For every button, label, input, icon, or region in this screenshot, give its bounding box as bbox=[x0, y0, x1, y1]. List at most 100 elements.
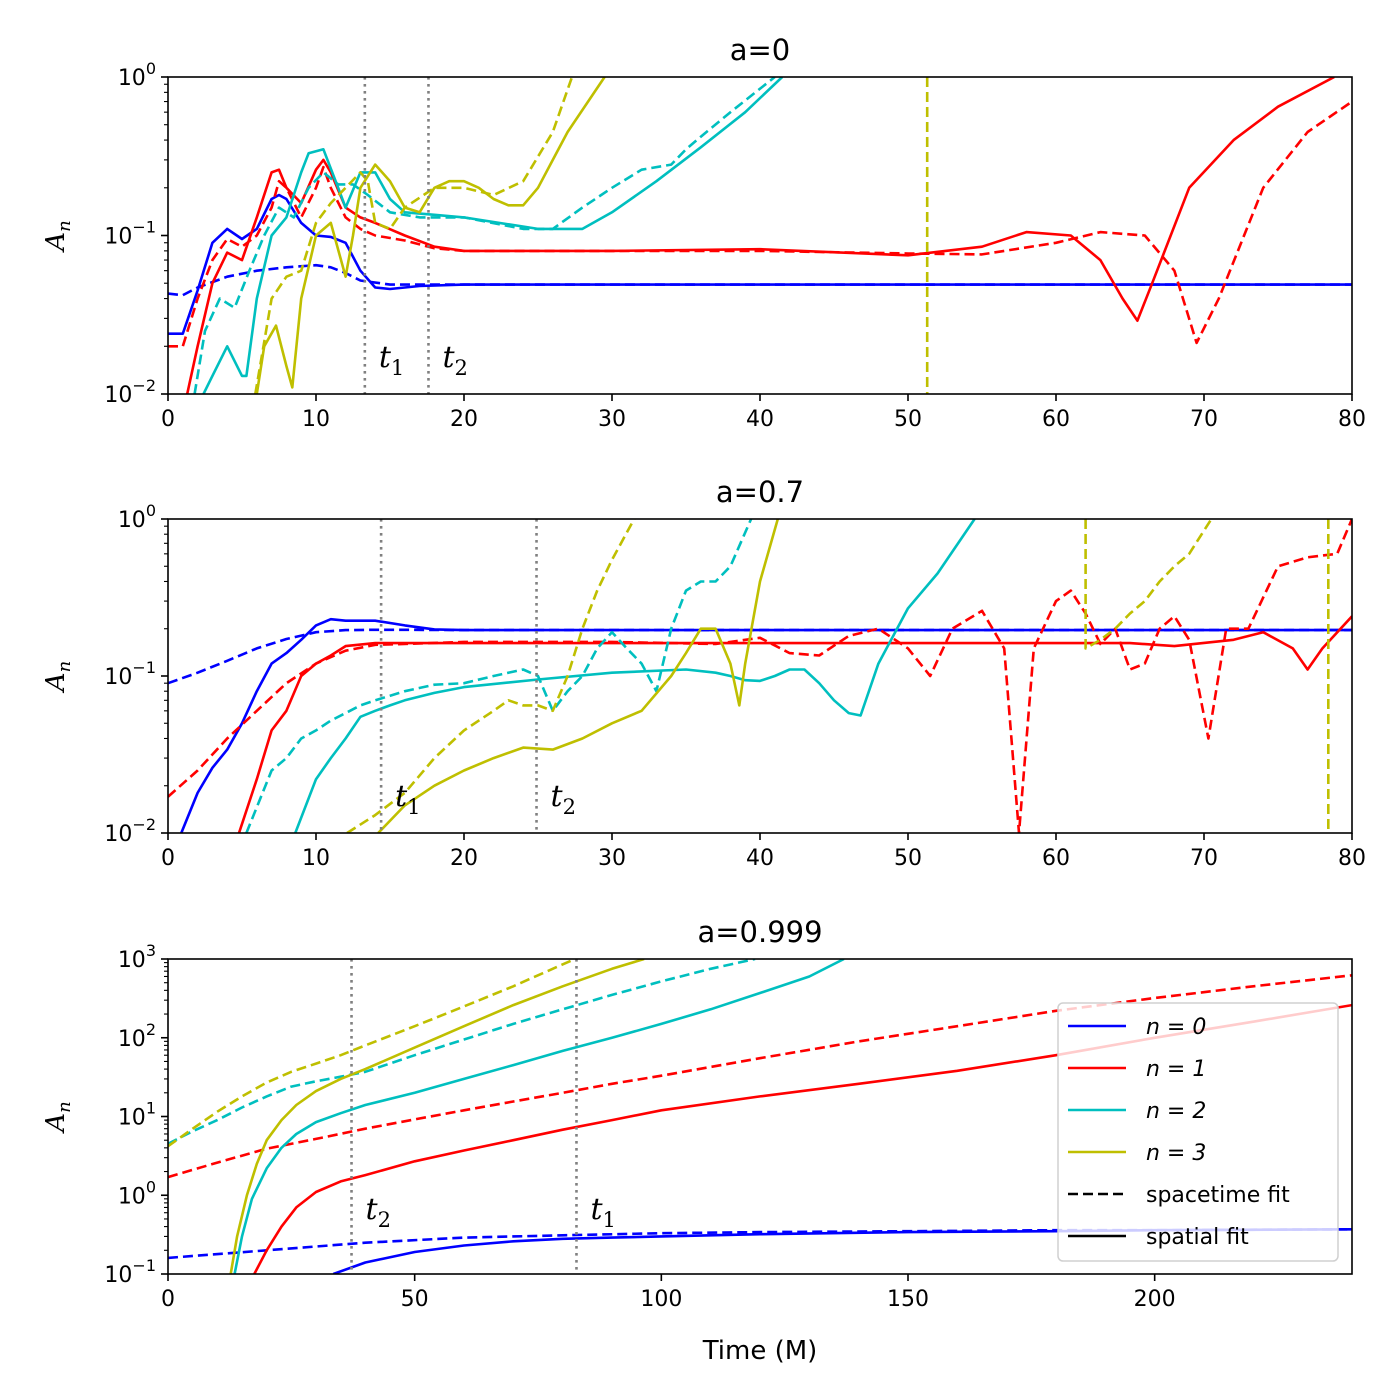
x-tick-label: 70 bbox=[1190, 846, 1218, 871]
legend-box bbox=[1057, 1002, 1339, 1262]
marker-label-main: t bbox=[366, 1192, 379, 1227]
x-tick-label: 40 bbox=[746, 407, 774, 432]
plot-area bbox=[168, 519, 1352, 833]
series-line-n2-spacetime bbox=[168, 959, 756, 1145]
plot-area bbox=[168, 77, 1352, 394]
y-tick-exponent: 2 bbox=[146, 1020, 156, 1039]
x-tick-label: 200 bbox=[1134, 1287, 1176, 1312]
x-tick-label: 50 bbox=[894, 407, 922, 432]
marker-label-t1: t1 bbox=[590, 1192, 615, 1232]
y-axis-label-sub: n bbox=[54, 661, 75, 673]
marker-label-t2: t2 bbox=[442, 340, 467, 380]
x-tick-label: 0 bbox=[161, 1287, 175, 1312]
y-tick-base: 10 bbox=[104, 1263, 132, 1288]
series-line-n2-spacetime bbox=[193, 77, 776, 394]
y-axis-label: An bbox=[41, 661, 75, 693]
marker-label-main: t bbox=[379, 340, 392, 375]
x-tick-label: 100 bbox=[640, 1287, 682, 1312]
series-line-n3-spacetime bbox=[1084, 519, 1213, 650]
series-line-n1-spacetime bbox=[168, 519, 1352, 833]
marker-label-t1: t1 bbox=[395, 779, 420, 819]
x-tick-label: 30 bbox=[598, 407, 626, 432]
series-line-n2-spatial bbox=[202, 77, 784, 394]
y-tick-base: 10 bbox=[118, 508, 146, 533]
y-tick-base: 10 bbox=[118, 1027, 146, 1052]
panel-title: a=0.7 bbox=[716, 475, 804, 509]
y-axis-label: An bbox=[41, 220, 75, 252]
y-axis-label-main: A bbox=[41, 232, 71, 253]
marker-label-main: t bbox=[442, 340, 455, 375]
y-tick-label: 10−1 bbox=[104, 1256, 156, 1288]
legend: n = 0 n = 1 n = 2 n = 3 spacetime fit spatial… bbox=[1057, 1002, 1339, 1262]
legend-label: spacetime fit bbox=[1146, 1183, 1290, 1208]
x-tick-label: 20 bbox=[450, 407, 478, 432]
y-tick-label: 10−1 bbox=[104, 658, 156, 690]
series-line-n3-spacetime bbox=[254, 77, 574, 394]
series-line-n3-spatial bbox=[377, 519, 780, 833]
x-tick-label: 0 bbox=[161, 407, 175, 432]
panel-title: a=0.999 bbox=[697, 915, 822, 949]
series-line-n2-spacetime bbox=[245, 519, 753, 833]
x-tick-label: 50 bbox=[894, 846, 922, 871]
series-line-n0-spatial bbox=[332, 1228, 1352, 1274]
y-tick-label: 100 bbox=[118, 59, 156, 91]
series-line-n1-spatial bbox=[253, 1003, 1352, 1274]
y-tick-exponent: −1 bbox=[132, 658, 156, 677]
legend-label: n = 1 bbox=[1146, 1057, 1206, 1082]
y-tick-base: 10 bbox=[104, 225, 132, 250]
y-axis-label: An bbox=[41, 1101, 75, 1133]
y-tick-exponent: −1 bbox=[132, 1256, 156, 1275]
y-tick-label: 10−1 bbox=[104, 218, 156, 250]
x-tick-label: 60 bbox=[1042, 407, 1070, 432]
legend-label: n = 3 bbox=[1146, 1141, 1206, 1166]
y-tick-base: 10 bbox=[118, 1184, 146, 1209]
x-tick-label: 10 bbox=[302, 846, 330, 871]
y-tick-exponent: 0 bbox=[146, 501, 156, 520]
series-line-n0-spatial bbox=[168, 193, 1352, 335]
x-tick-label: 70 bbox=[1190, 407, 1218, 432]
series-line-n3-spacetime bbox=[168, 959, 576, 1148]
y-tick-label: 102 bbox=[118, 1020, 156, 1052]
marker-label-t1: t1 bbox=[379, 340, 404, 380]
x-tick-label: 10 bbox=[302, 407, 330, 432]
series-line-n1-spatial bbox=[185, 77, 1335, 394]
marker-label-main: t bbox=[551, 779, 564, 814]
y-tick-base: 10 bbox=[118, 1106, 146, 1131]
y-tick-label: 10−2 bbox=[104, 815, 156, 847]
marker-label-sub: 2 bbox=[378, 1208, 391, 1232]
marker-label-sub: 1 bbox=[603, 1208, 616, 1232]
y-tick-label: 101 bbox=[118, 1099, 156, 1131]
y-tick-label: 103 bbox=[118, 941, 156, 973]
y-tick-exponent: 0 bbox=[146, 1177, 156, 1196]
y-tick-exponent: −1 bbox=[132, 218, 156, 237]
series-line-n2-spatial bbox=[294, 519, 976, 833]
x-tick-label: 0 bbox=[161, 846, 175, 871]
panel-title: a=0 bbox=[730, 33, 791, 67]
x-tick-label: 30 bbox=[598, 846, 626, 871]
y-axis-label-main: A bbox=[41, 672, 71, 693]
marker-label-t2: t2 bbox=[366, 1192, 391, 1232]
panel-a0999: a=0.999 t2 t10 50 100 150 20010−1100101102103… bbox=[41, 915, 1353, 1312]
x-tick-label: 40 bbox=[746, 846, 774, 871]
series-line-n3-spatial bbox=[255, 77, 606, 394]
y-tick-exponent: −2 bbox=[132, 376, 156, 395]
y-tick-base: 10 bbox=[104, 822, 132, 847]
x-tick-label: 20 bbox=[450, 846, 478, 871]
legend-label: spatial fit bbox=[1146, 1225, 1249, 1250]
x-tick-label: 50 bbox=[401, 1287, 429, 1312]
y-tick-label: 100 bbox=[118, 1177, 156, 1209]
y-axis-label-sub: n bbox=[54, 220, 75, 232]
marker-label-sub: 1 bbox=[391, 356, 404, 380]
marker-label-sub: 2 bbox=[455, 356, 468, 380]
marker-label-t2: t2 bbox=[551, 779, 576, 819]
y-tick-exponent: 1 bbox=[146, 1099, 156, 1118]
x-tick-label: 80 bbox=[1338, 846, 1366, 871]
series-line-n1-spatial bbox=[237, 615, 1352, 833]
y-tick-exponent: 3 bbox=[146, 941, 156, 960]
x-axis-label: Time (M) bbox=[702, 1336, 818, 1366]
series-line-n3-spacetime bbox=[346, 519, 636, 833]
x-tick-label: 80 bbox=[1338, 407, 1366, 432]
